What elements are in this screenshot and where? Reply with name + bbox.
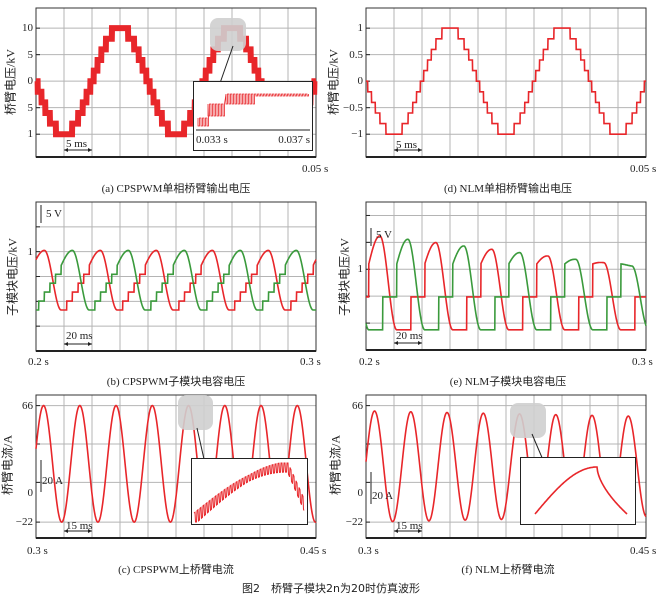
- x-tick-d-0: 0.05 s: [630, 163, 657, 175]
- highlight-region-f: [510, 403, 546, 438]
- scale-bar-arrow-left: [394, 529, 398, 533]
- y-tick-d: −1: [351, 128, 363, 141]
- y-tick-f: 0: [357, 486, 364, 499]
- x-tick-e-0: 0.2 s: [359, 356, 380, 368]
- scale-bar-arrow-right: [88, 529, 92, 533]
- y-tick-f: 66: [352, 399, 363, 412]
- y-tick-c: −22: [15, 516, 33, 529]
- y-tick-a: 5: [27, 48, 34, 61]
- plot-d: [365, 7, 647, 158]
- caption-a: (a) CPSPWM单相桥臂输出电压: [101, 183, 251, 195]
- scale-bar-label-d: 5 ms: [396, 139, 418, 151]
- series-line-e-1: [365, 238, 647, 331]
- caption-f: (f) NLM上桥臂电流: [461, 564, 555, 576]
- scale-bar-arrow-right: [88, 148, 92, 152]
- v-scale-bar-label-c: 20 A: [42, 475, 64, 487]
- scale-bar-arrow-right: [418, 529, 422, 533]
- figure-title: 图2 桥臂子模块2n为20时仿真波形: [242, 582, 420, 595]
- scale-bar-label-e: 20 ms: [396, 330, 423, 342]
- y-tick-c: 0: [27, 486, 34, 499]
- y-tick-d: 0: [357, 75, 364, 88]
- plot-e: [365, 201, 647, 351]
- series-line-c-0: [35, 404, 317, 523]
- y-tick-d: 0.5: [349, 48, 363, 61]
- series-line-b-1: [36, 249, 316, 311]
- x-tick-a-0: 0.05 s: [302, 163, 329, 175]
- scale-bar-arrow-right: [88, 342, 92, 346]
- y-tick-a: 1: [27, 128, 34, 141]
- scale-bar-arrow-right: [418, 341, 422, 345]
- x-tick-f-0: 0.3 s: [358, 545, 379, 557]
- scale-bar-arrow-left: [64, 342, 68, 346]
- plot-b: [35, 201, 317, 352]
- x-tick-c-1: 0.45 s: [300, 545, 327, 557]
- caption-b: (b) CPSPWM子模块电容电压: [106, 376, 246, 388]
- inset-a-pwm-pulses: [197, 93, 309, 127]
- scale-bar-arrow-left: [394, 148, 398, 152]
- y-tick-d: −0.5: [343, 101, 363, 114]
- x-tick-c-0: 0.3 s: [27, 545, 48, 557]
- y-tick-d: 1: [357, 22, 364, 35]
- y-tick-a: 10: [22, 22, 33, 35]
- y-tick-e: 1: [357, 263, 364, 276]
- y-tick-c: 66: [22, 399, 33, 412]
- v-scale-bar-label-f: 20 A: [372, 490, 394, 502]
- inset-f-smooth-current: [534, 466, 628, 515]
- highlight-region-c: [178, 395, 213, 430]
- scale-bar-arrow-left: [64, 529, 68, 533]
- inset-c-waveform: [193, 462, 305, 523]
- inset-f-waveform: [534, 466, 628, 515]
- scale-bar-arrow-right: [418, 148, 422, 152]
- series-line-b-0: [35, 249, 317, 311]
- scale-bar-label-c: 15 ms: [66, 520, 93, 532]
- inset-a-start-label: 0.033 s: [196, 134, 228, 146]
- v-scale-bar-label-e: 5 V: [376, 229, 392, 241]
- scale-bar-label-a: 5 ms: [66, 138, 88, 150]
- caption-d: (d) NLM单相桥臂输出电压: [443, 183, 573, 195]
- y-tick-a: 5: [27, 101, 34, 114]
- x-tick-f-1: 0.45 s: [630, 545, 657, 557]
- series-line-e-0: [366, 235, 646, 331]
- caption-c: (c) CPSPWM上桥臂电流: [118, 564, 234, 576]
- inset-c: [191, 458, 308, 525]
- scale-bar-arrow-left: [64, 148, 68, 152]
- inset-f: [520, 457, 636, 525]
- v-scale-bar-label-b: 5 V: [46, 208, 62, 220]
- series-line-f-0: [365, 410, 647, 523]
- inset-a: 0.033 s 0.037 s: [193, 81, 313, 151]
- x-tick-b-0: 0.2 s: [28, 356, 49, 368]
- x-tick-e-1: 0.3 s: [632, 356, 653, 368]
- caption-e: (e) NLM子模块电容电压: [449, 376, 567, 388]
- series-line-d-0: [366, 27, 646, 135]
- inset-c-noisy-current: [193, 462, 305, 523]
- highlight-region-a: [210, 18, 246, 51]
- scale-bar-label-f: 15 ms: [396, 520, 423, 532]
- scale-bar-label-b: 20 ms: [66, 330, 93, 342]
- y-tick-f: −22: [345, 516, 363, 529]
- inset-a-end-label: 0.037 s: [278, 134, 310, 146]
- x-tick-b-1: 0.3 s: [300, 356, 321, 368]
- y-tick-b: 1: [27, 245, 34, 258]
- inset-a-waveform: [196, 93, 310, 131]
- y-tick-a: 0: [27, 75, 34, 88]
- scale-bar-arrow-left: [394, 341, 398, 345]
